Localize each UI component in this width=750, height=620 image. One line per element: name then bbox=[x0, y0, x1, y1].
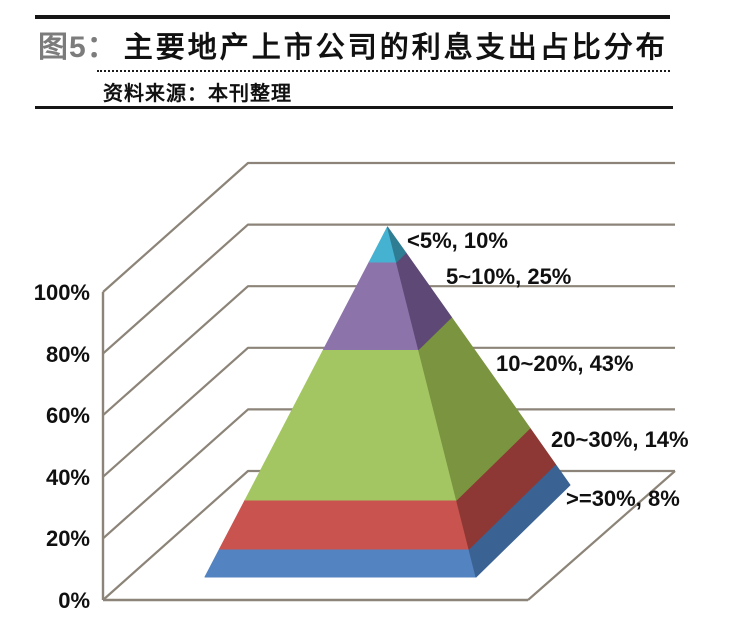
floor-right-edge bbox=[527, 470, 676, 601]
segment-label: 5~10%, 25% bbox=[446, 264, 572, 289]
figure-header: 图5： 主要地产上市公司的利息支出占比分布 bbox=[38, 22, 668, 66]
gridline bbox=[102, 161, 675, 293]
y-axis-tick-label: 100% bbox=[33, 280, 90, 305]
y-axis-tick-label: 40% bbox=[45, 464, 90, 490]
gridline bbox=[102, 408, 675, 540]
y-axis-tick-label: 20% bbox=[45, 526, 90, 552]
pyramid-segment-side-<5% bbox=[387, 226, 407, 263]
figure-title: 主要地产上市公司的利息支出占比分布 bbox=[123, 32, 668, 64]
segment-label: >=30%, 8% bbox=[566, 486, 680, 511]
gridline bbox=[102, 346, 675, 478]
pyramid-segment-front-20~30% bbox=[219, 499, 470, 550]
header-bottom-rule bbox=[35, 106, 673, 109]
segment-label: 20~30%, 14% bbox=[551, 427, 689, 452]
y-axis-tick-label: 80% bbox=[45, 341, 90, 367]
dotted-divider bbox=[97, 70, 670, 72]
header-top-rule bbox=[35, 15, 670, 19]
y-axis-tick-label: 0% bbox=[58, 588, 90, 613]
gridline bbox=[102, 285, 675, 417]
segment-label: <5%, 10% bbox=[407, 228, 508, 253]
gridline bbox=[102, 223, 675, 355]
y-axis-tick-label: 60% bbox=[45, 403, 90, 429]
segment-label: 10~20%, 43% bbox=[496, 351, 634, 376]
source-note: 资料来源：本刊整理 bbox=[103, 83, 292, 105]
pyramid-segment-front->=30% bbox=[204, 548, 477, 578]
figure-number: 图5： bbox=[38, 31, 118, 64]
